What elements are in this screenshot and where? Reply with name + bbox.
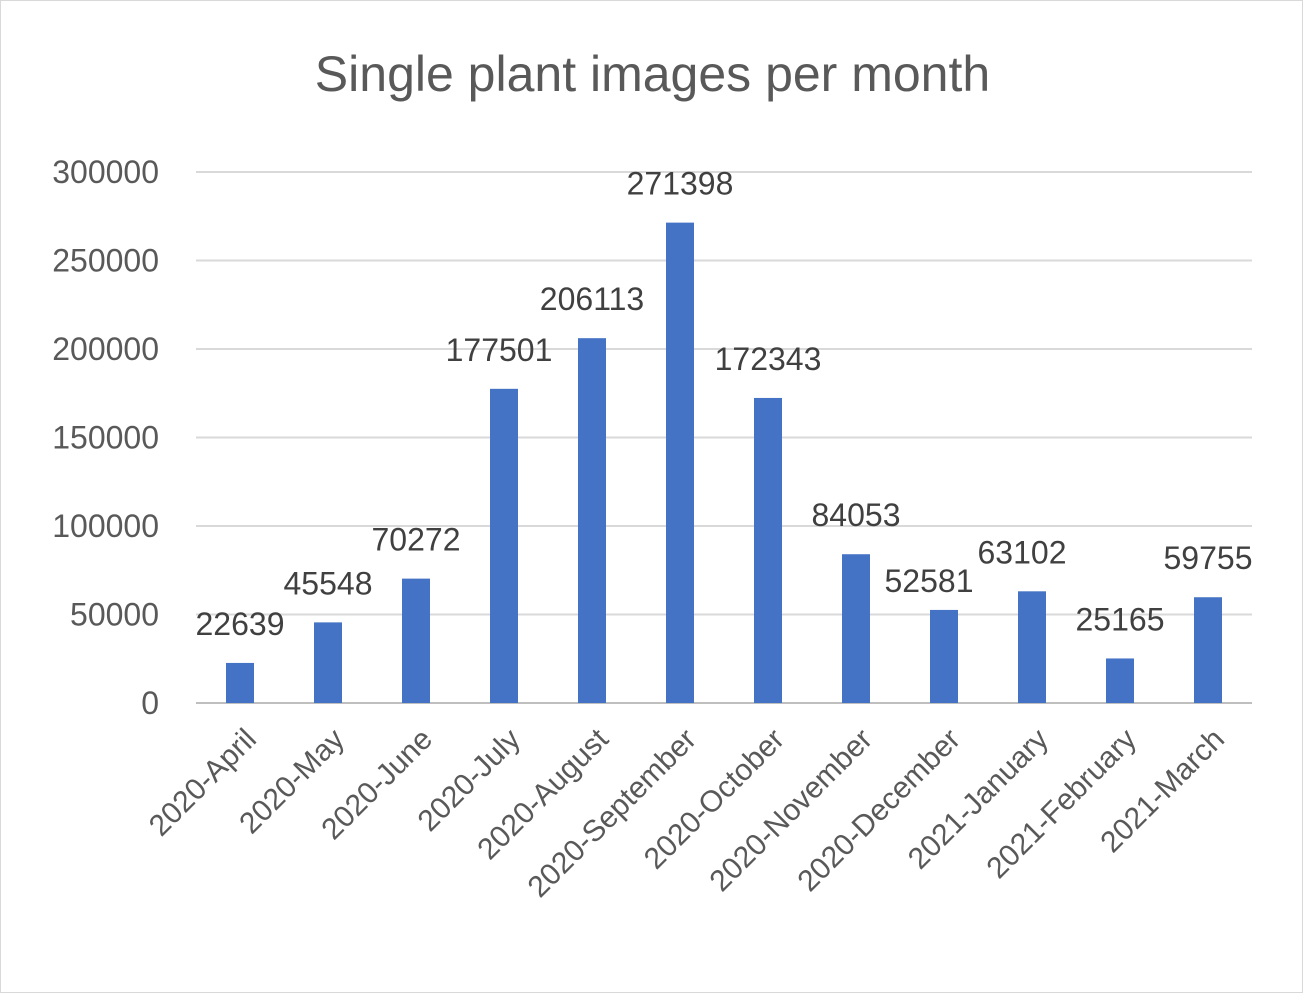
bar-2020-August: [578, 338, 606, 703]
y-tick-label-300000: 300000: [52, 154, 159, 190]
data-label-2020-May: 45548: [284, 565, 373, 601]
bar-2020-May: [314, 622, 342, 703]
y-tick-label-100000: 100000: [52, 508, 159, 544]
data-label-2020-July: 177501: [446, 332, 553, 368]
bar-2020-December: [930, 609, 958, 703]
bar-2020-October: [754, 397, 782, 703]
y-tick-label-250000: 250000: [52, 243, 159, 279]
data-label-2021-March: 59755: [1164, 540, 1253, 576]
x-axis-categories: 2020-April2020-May2020-June2020-July2020…: [143, 722, 1231, 904]
y-tick-label-200000: 200000: [52, 331, 159, 367]
data-label-2021-February: 25165: [1076, 601, 1165, 637]
bar-2020-June: [402, 578, 430, 703]
data-label-2020-September: 271398: [627, 166, 734, 202]
y-tick-label-50000: 50000: [70, 597, 159, 633]
gridlines: [196, 171, 1252, 704]
data-label-2020-April: 22639: [196, 606, 285, 642]
bar-2020-April: [226, 662, 254, 703]
y-axis-ticks: 0 50000 100000 150000 200000 250000 300000: [52, 154, 159, 721]
x-category-2020-November: 2020-November: [703, 723, 878, 898]
y-tick-label-0: 0: [141, 685, 159, 721]
bar-2021-February: [1106, 658, 1134, 703]
bars: [226, 222, 1222, 703]
data-label-2020-December: 52581: [885, 563, 974, 599]
y-tick-label-150000: 150000: [52, 420, 159, 456]
x-category-2020-December: 2020-December: [791, 723, 966, 898]
x-category-2021-February: 2021-February: [980, 723, 1142, 885]
bar-2020-November: [842, 554, 870, 703]
data-label-2021-January: 63102: [978, 534, 1067, 570]
bar-2020-September: [666, 222, 694, 703]
chart-title: Single plant images per month: [314, 46, 991, 102]
data-labels: 22639 45548 70272 177501 206113 271398 172343 8…: [196, 166, 1253, 642]
bar-2020-July: [490, 388, 518, 703]
bar-2021-March: [1194, 597, 1222, 703]
data-label-2020-June: 70272: [372, 522, 461, 558]
bar-2021-January: [1018, 591, 1046, 703]
data-label-2020-November: 84053: [812, 497, 901, 533]
data-label-2020-October: 172343: [715, 341, 822, 377]
data-label-2020-August: 206113: [540, 281, 644, 317]
